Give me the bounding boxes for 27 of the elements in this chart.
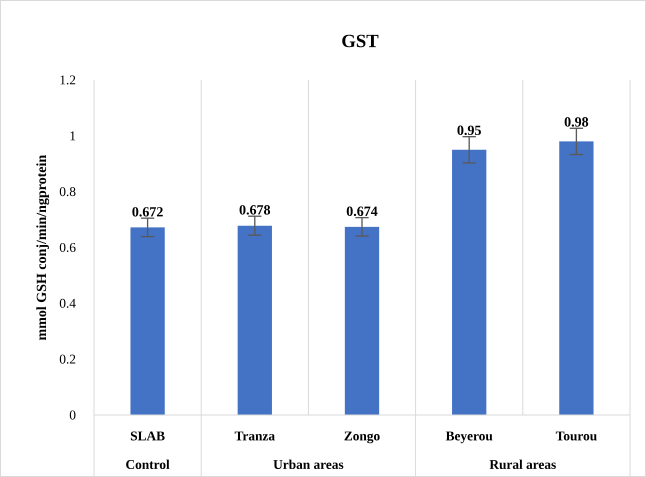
bar — [130, 227, 165, 415]
y-tick-label: 1 — [70, 131, 76, 140]
x-tick-label: Zongo — [344, 432, 380, 444]
y-tick-label: 1.2 — [60, 75, 76, 84]
y-axis-title: mmol GSH conj/min/ngprotein — [36, 155, 50, 340]
bar — [238, 226, 272, 415]
bar — [452, 150, 486, 415]
bar — [559, 141, 594, 415]
bar — [344, 226, 380, 415]
data-label: 0.95 — [457, 126, 481, 136]
y-tick-label: 0 — [70, 410, 76, 420]
x-tick-label: Tourou — [556, 432, 597, 440]
chart-title: GST — [342, 34, 378, 48]
data-label: 0.674 — [346, 206, 378, 216]
x-tick-label: Tranza — [234, 432, 275, 440]
x-tick-label: Beyerou — [446, 432, 492, 444]
data-label: 0.672 — [132, 207, 163, 217]
data-label: 0.98 — [564, 117, 588, 127]
text: Urban areas — [273, 460, 344, 470]
y-tick-label: 0.4 — [60, 298, 76, 308]
text: Rural areas — [490, 460, 556, 470]
text: Control — [126, 460, 170, 470]
y-tick-label: 0.2 — [60, 354, 76, 364]
data-label: 0.678 — [240, 205, 270, 215]
y-tick-label: 0.6 — [60, 242, 76, 252]
y-tick-label: 0.8 — [60, 187, 76, 196]
x-tick-label: SLAB — [130, 431, 165, 440]
